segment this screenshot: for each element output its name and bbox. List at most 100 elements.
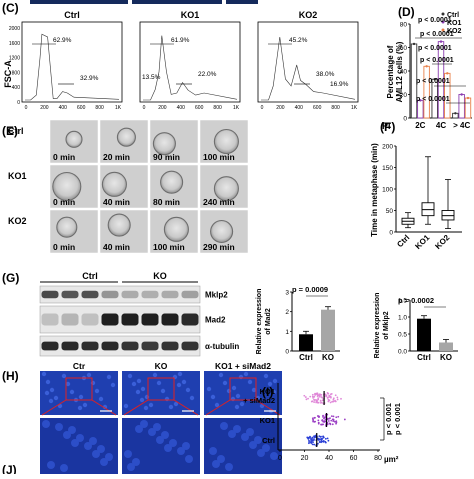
panel-d-category: > 4C bbox=[453, 121, 470, 130]
panel-i-point bbox=[328, 394, 331, 397]
western-band bbox=[141, 290, 159, 299]
western-band bbox=[101, 290, 119, 299]
western-band-label: Mklp2 bbox=[205, 291, 228, 300]
small-chart-y-label: of Mad2 bbox=[265, 308, 272, 335]
fluor-roi-box bbox=[65, 377, 93, 401]
flow-x-tick: 0 bbox=[261, 105, 264, 111]
panel-i-point bbox=[326, 423, 329, 426]
panel-d-y-label-1: Percentage of bbox=[386, 45, 395, 98]
fluor-nucleus-zoom bbox=[220, 422, 228, 430]
panel-f-y-tick: 0 bbox=[389, 230, 393, 237]
small-chart-pval: p = 0.0009 bbox=[292, 285, 328, 294]
panel-i-point bbox=[320, 438, 323, 440]
fluor-nucleus-zoom bbox=[254, 436, 262, 444]
small-chart-bar bbox=[417, 318, 431, 351]
panel-c-y-axis-label: FSC-A bbox=[3, 60, 13, 88]
cell-image bbox=[160, 170, 184, 194]
panel-i-point bbox=[321, 399, 324, 402]
panel-i-point bbox=[314, 393, 316, 396]
western-band bbox=[81, 313, 99, 326]
panel-d-legend-marker bbox=[441, 12, 445, 16]
fluor-nucleus bbox=[49, 387, 55, 393]
panel-i-point bbox=[317, 442, 319, 445]
panel-g-mklp2-chart: 1.5 1.0 0.5 0.0 Ctrl KO p = 0.0002 Relative exp… bbox=[374, 293, 458, 362]
flow-gate-g2-value: 32.9% bbox=[80, 75, 99, 82]
cell-image bbox=[116, 127, 136, 147]
panel-i-point bbox=[319, 401, 322, 404]
panel-i-point bbox=[317, 439, 320, 441]
panel-i-point bbox=[329, 395, 332, 398]
timelapse-time-label: 40 min bbox=[103, 197, 130, 207]
panel-i-point bbox=[324, 420, 326, 423]
panel-d-bar-ko2 bbox=[423, 65, 430, 119]
panel-d-bar-ko1 bbox=[417, 99, 424, 119]
panel-i-point bbox=[328, 399, 331, 402]
small-chart-category: KO bbox=[322, 353, 334, 362]
panel-d-y-tick: 60 bbox=[400, 45, 408, 52]
fluor-nucleus-zoom bbox=[249, 441, 257, 449]
cell-image bbox=[65, 130, 83, 148]
panel-i-point bbox=[322, 414, 324, 417]
panel-i-point bbox=[325, 395, 328, 398]
fluor-nucleus-zoom bbox=[76, 434, 84, 442]
panel-i-point bbox=[327, 439, 330, 442]
western-blot: Mklp2 Mad2 α-tubulin bbox=[39, 285, 239, 357]
panel-f-category: KO1 bbox=[413, 233, 431, 251]
panel-i-x-tick: 80 bbox=[374, 455, 382, 462]
panel-d-legend-marker bbox=[441, 28, 445, 32]
fluor-nucleus-zoom bbox=[233, 425, 241, 433]
fluor-nucleus-zoom bbox=[262, 444, 270, 452]
flow-x-tick: 0 bbox=[143, 105, 146, 111]
western-band bbox=[121, 341, 139, 351]
fluor-nucleus bbox=[206, 386, 212, 392]
panel-i-point bbox=[320, 435, 322, 438]
flow-y-tick: 0 bbox=[17, 100, 20, 106]
top-image-strip-1 bbox=[30, 0, 128, 4]
panel-i-point bbox=[326, 437, 329, 440]
panel-i-x-tick: 20 bbox=[301, 455, 309, 462]
fluor-nucleus-zoom bbox=[228, 430, 236, 438]
panel-j-label: (J) bbox=[2, 463, 17, 474]
cell-image bbox=[107, 213, 131, 237]
panel-d-point bbox=[425, 65, 428, 68]
panel-i-point bbox=[335, 416, 338, 419]
panel-i-point bbox=[313, 438, 315, 441]
flow-gate-g1-value: 62.9% bbox=[53, 37, 72, 44]
panel-i-row-label: KO1 bbox=[260, 387, 275, 396]
panel-i-point bbox=[317, 416, 320, 418]
panel-i-point bbox=[329, 423, 332, 426]
fluor-nucleus bbox=[123, 403, 129, 409]
cell-image bbox=[56, 216, 78, 238]
fluor-nucleus bbox=[98, 396, 104, 402]
fluor-nucleus-zoom bbox=[140, 420, 148, 428]
panel-i-point bbox=[336, 396, 339, 399]
fluor-nucleus-zoom bbox=[124, 450, 132, 458]
small-chart-y-label: Relative expression bbox=[256, 289, 263, 355]
flow-x-tick: 600 bbox=[313, 105, 322, 111]
fluor-nucleus-zoom bbox=[100, 458, 108, 466]
fluor-nucleus bbox=[231, 385, 237, 391]
flow-histogram-line bbox=[261, 36, 356, 101]
fluorescence-grid: Ctr KO KO1 + siMad2 bbox=[40, 361, 282, 474]
top-image-strip-2 bbox=[132, 0, 222, 4]
panel-i-point bbox=[312, 420, 315, 423]
western-group-ctrl: Ctrl bbox=[82, 271, 98, 281]
fluor-nucleus bbox=[230, 396, 236, 402]
flow-plot-3: KO2 0 200 400 600 800 1K 45.2% 38.0% 16.9% bbox=[257, 10, 359, 111]
fluor-nucleus bbox=[247, 379, 253, 385]
panel-i-x-tick: 40 bbox=[325, 455, 333, 462]
top-image-strip-3 bbox=[226, 0, 258, 4]
fluor-nucleus bbox=[164, 396, 170, 402]
panel-i-point bbox=[324, 437, 327, 440]
fluor-nucleus-zoom bbox=[217, 455, 225, 463]
panel-i-point bbox=[334, 400, 336, 403]
western-group-ko: KO bbox=[153, 271, 167, 281]
panel-c-x-axis-label: PI bbox=[382, 121, 391, 131]
fluor-nucleus bbox=[214, 402, 220, 408]
flow-plot-1: Ctrl 2000 1600 1200 800 400 00 200 400 600 800 1K 62… bbox=[9, 10, 123, 111]
flow-y-tick: 1200 bbox=[9, 56, 20, 62]
fluor-nucleus bbox=[168, 404, 174, 410]
fluor-nucleus-zoom bbox=[71, 439, 79, 447]
panel-d-point bbox=[419, 99, 422, 102]
panel-i-point bbox=[319, 399, 322, 402]
